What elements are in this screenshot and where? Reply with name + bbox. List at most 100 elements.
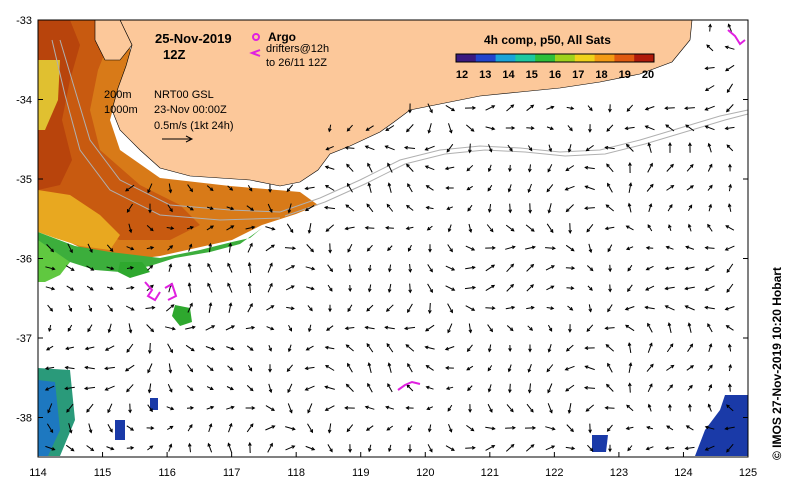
current-vector: [407, 425, 413, 432]
current-vector: [464, 285, 477, 290]
current-vector: [268, 345, 272, 352]
current-vector: [728, 183, 732, 192]
current-vector: [506, 263, 515, 273]
current-vector: [126, 343, 134, 353]
current-vector: [647, 322, 653, 333]
current-vector: [84, 346, 95, 351]
current-vector: [167, 425, 174, 431]
current-vector: [304, 186, 315, 191]
current-vector: [187, 302, 193, 313]
current-vector: [607, 182, 613, 193]
current-vector: [425, 185, 434, 191]
colorbar-frame: [455, 53, 655, 63]
current-vector: [207, 442, 213, 453]
current-vector: [287, 403, 293, 414]
current-vector: [147, 183, 153, 194]
current-vector: [565, 204, 574, 213]
current-vector: [367, 382, 373, 393]
current-vector: [588, 243, 593, 254]
current-vector: [725, 225, 735, 231]
current-vector: [628, 182, 633, 193]
current-vector: [507, 144, 513, 152]
current-vector: [147, 265, 154, 271]
current-vector: [265, 405, 276, 411]
current-vector: [365, 125, 374, 131]
current-vector: [464, 106, 477, 110]
current-vector: [106, 446, 115, 451]
current-vector: [446, 143, 454, 153]
current-vector: [86, 265, 95, 271]
current-vector: [324, 345, 335, 350]
current-vector: [588, 124, 592, 133]
vector-scale-label: 0.5m/s (1kt 24h): [154, 120, 233, 132]
current-vector: [605, 204, 615, 212]
current-vector: [246, 385, 254, 392]
current-vector: [306, 286, 315, 291]
current-vector: [408, 444, 412, 453]
current-vector: [606, 124, 614, 132]
current-vector: [387, 283, 392, 294]
current-vector: [424, 345, 435, 350]
current-vector: [167, 204, 173, 213]
current-vector: [644, 305, 655, 310]
current-vector: [385, 405, 395, 410]
current-vector: [206, 225, 215, 231]
current-vector: [447, 323, 453, 334]
current-vector: [147, 404, 153, 413]
current-vector: [527, 325, 534, 331]
current-vector: [687, 384, 693, 391]
current-vector: [265, 425, 276, 431]
current-vector: [505, 245, 516, 250]
current-vector: [565, 446, 576, 451]
current-vector: [647, 383, 653, 393]
colorbar-tick-label: 14: [502, 69, 515, 81]
current-vector: [245, 325, 256, 330]
current-vector: [44, 366, 55, 371]
current-vector: [547, 164, 553, 173]
current-vector: [205, 325, 216, 331]
current-vector: [324, 364, 335, 371]
current-vector: [565, 344, 574, 352]
current-vector: [186, 205, 194, 211]
current-vector: [305, 266, 316, 271]
current-vector: [465, 124, 475, 132]
colorbar-segment: [574, 54, 596, 62]
current-vector: [585, 404, 595, 412]
current-vector: [688, 142, 692, 153]
current-vector: [545, 265, 555, 271]
current-vector: [366, 203, 374, 213]
current-vector: [628, 161, 632, 174]
current-vector: [386, 425, 394, 431]
current-vector: [547, 344, 552, 353]
drifter-track: [164, 282, 178, 301]
current-vector: [424, 145, 435, 151]
current-vector: [307, 403, 313, 414]
current-vector: [724, 306, 735, 311]
current-vector: [667, 203, 673, 212]
current-vector: [647, 224, 653, 232]
current-vector: [524, 426, 537, 430]
current-vector: [86, 445, 95, 452]
current-vector: [247, 282, 252, 293]
current-vector: [367, 444, 372, 453]
current-vector: [527, 164, 532, 173]
sst-field: [38, 20, 748, 456]
current-vector: [367, 182, 372, 193]
current-vector: [168, 443, 173, 452]
current-vector: [587, 285, 593, 291]
current-vector: [227, 282, 233, 293]
product-time: 23-Nov 00:00Z: [154, 104, 227, 116]
current-vector: [485, 445, 496, 451]
current-vector: [68, 304, 73, 312]
current-vector: [265, 226, 276, 231]
current-vector: [245, 225, 256, 230]
current-vector: [126, 446, 135, 450]
current-vector: [604, 326, 615, 331]
current-vector: [365, 425, 374, 431]
current-vector: [528, 344, 532, 353]
current-vector: [588, 304, 593, 313]
current-vector: [725, 325, 734, 331]
current-vector: [286, 184, 294, 193]
current-vector: [86, 403, 94, 413]
current-vector: [487, 403, 493, 413]
